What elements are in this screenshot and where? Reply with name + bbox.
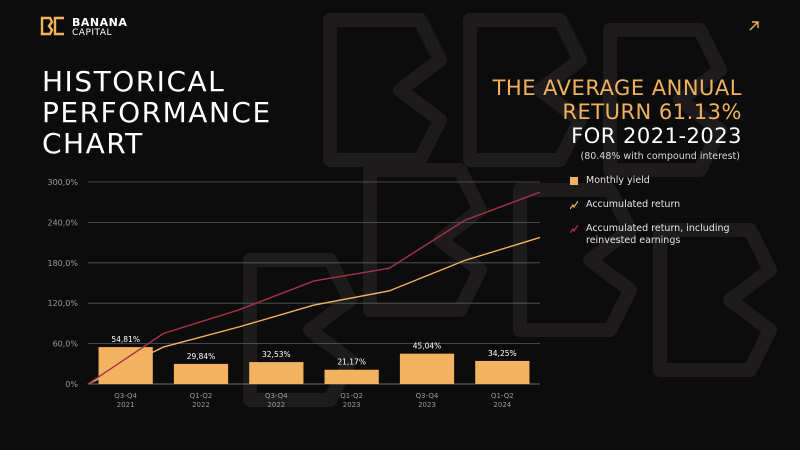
legend-label: Accumulated return, including reinvested… [586,223,730,246]
x-tick-label: 2021 [117,401,135,409]
bar-swatch-icon [570,177,578,185]
bar-data-label: 45,04% [413,342,442,351]
x-tick-label: Q1-Q2 [190,392,213,400]
legend-label: Monthly yield [586,175,650,186]
bar-data-label: 32,53% [262,350,291,359]
bar-data-label: 29,84% [187,352,216,361]
x-tick-label: 2022 [192,401,210,409]
headline-line-3: FOR 2021-2023 [571,124,742,148]
accumulated-return-line [87,236,541,385]
bar [475,360,530,384]
banana-capital-logo-icon [40,16,64,36]
legend-item-monthly-yield: Monthly yield [570,175,770,187]
y-tick-label: 0% [65,380,78,389]
average-return-headline: THE AVERAGE ANNUAL RETURN 61.13% FOR 202… [493,76,742,148]
bar-data-label: 21,17% [337,358,366,367]
y-tick-label: 120,0% [47,299,78,308]
x-tick-label: 2023 [343,401,361,409]
x-tick-label: 2023 [418,401,436,409]
arrow-up-right-icon[interactable] [748,20,760,36]
bar [173,363,229,384]
reinvested-return-line [87,191,541,385]
bar-data-label: 54,81% [111,335,140,344]
x-tick-label: Q3-Q4 [114,392,137,400]
y-tick-label: 180,0% [47,259,78,268]
x-tick-label: Q1-Q2 [340,392,363,400]
line-swatch-icon [570,201,578,209]
x-tick-label: Q1-Q2 [491,392,514,400]
page-title: HISTORICAL PERFORMANCE CHART [42,65,272,160]
chart-legend: Monthly yield Accumulated return Accumul… [570,175,770,259]
headline-line-2: RETURN 61.13% [562,100,742,124]
compound-interest-note: (80.48% with compound interest) [580,151,740,162]
legend-item-accumulated-return: Accumulated return [570,199,770,211]
line-swatch-icon [570,225,578,233]
bar [324,369,379,384]
x-tick-label: Q3-Q4 [416,392,439,400]
x-tick-label: 2022 [267,401,285,409]
bar-data-label: 34,25% [488,349,517,358]
bar [249,362,304,384]
legend-item-reinvested-return: Accumulated return, including reinvested… [570,223,770,247]
x-tick-label: Q3-Q4 [265,392,288,400]
headline-line-1: THE AVERAGE ANNUAL [492,76,742,100]
legend-label: Accumulated return [586,199,681,210]
x-tick-label: 2024 [493,401,511,409]
y-tick-label: 240,0% [47,218,78,227]
brand-name: BANANA [72,16,128,29]
bar [399,353,455,384]
y-tick-label: 60,0% [53,340,79,349]
brand-subname: CAPITAL [72,28,112,38]
y-tick-label: 300,0% [47,178,78,187]
brand-logo[interactable]: BANANA CAPITAL [40,15,127,41]
